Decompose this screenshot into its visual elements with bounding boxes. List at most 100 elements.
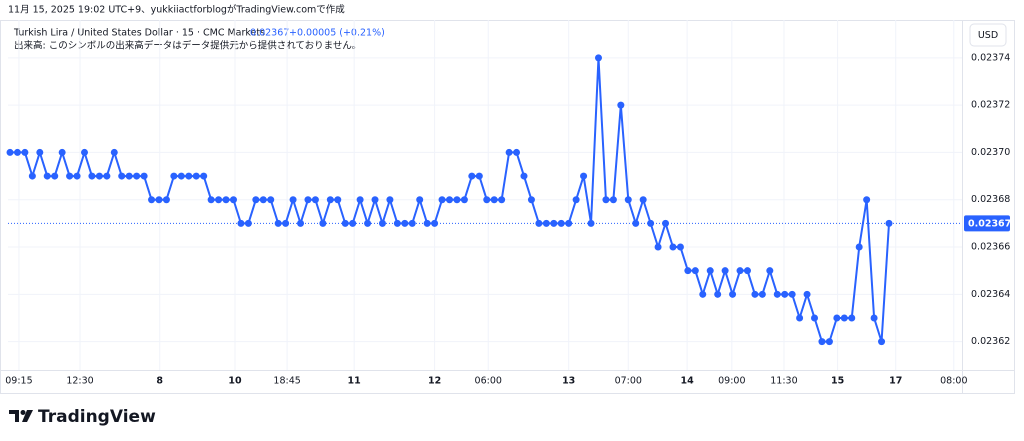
y-tick-label: 0.02374 bbox=[971, 52, 1010, 63]
currency: USD bbox=[978, 30, 998, 41]
data-point bbox=[505, 148, 513, 156]
data-point bbox=[155, 196, 163, 204]
data-point bbox=[140, 172, 148, 180]
data-point bbox=[453, 196, 461, 204]
x-tick-label: 11 bbox=[348, 376, 361, 387]
data-point bbox=[520, 172, 528, 180]
last-price-label: 0.02367 bbox=[968, 218, 1011, 229]
x-tick-label: 14 bbox=[681, 376, 695, 387]
price: 0.02367 bbox=[250, 28, 289, 39]
data-point bbox=[58, 148, 66, 156]
data-point bbox=[743, 267, 751, 275]
data-point bbox=[81, 148, 89, 156]
data-point bbox=[289, 196, 297, 204]
data-point bbox=[878, 338, 886, 346]
data-point bbox=[855, 243, 863, 251]
data-point bbox=[222, 196, 230, 204]
data-point bbox=[550, 219, 558, 227]
data-point bbox=[162, 196, 170, 204]
data-point bbox=[297, 219, 305, 227]
x-tick-label: 10 bbox=[228, 376, 242, 387]
data-point bbox=[863, 196, 871, 204]
data-point bbox=[587, 219, 595, 227]
data-point bbox=[319, 219, 327, 227]
data-point bbox=[624, 196, 632, 204]
data-point bbox=[691, 267, 699, 275]
data-point bbox=[684, 267, 692, 275]
data-point bbox=[103, 172, 111, 180]
data-point bbox=[818, 338, 826, 346]
x-tick-label: 18:45 bbox=[273, 376, 300, 387]
data-point bbox=[334, 196, 342, 204]
data-point bbox=[870, 314, 878, 322]
data-point bbox=[66, 172, 74, 180]
x-tick-label: 17 bbox=[889, 376, 902, 387]
data-point bbox=[229, 196, 237, 204]
data-point bbox=[565, 219, 573, 227]
data-point bbox=[483, 196, 491, 204]
data-point bbox=[282, 219, 290, 227]
data-point bbox=[326, 196, 334, 204]
last-price-box bbox=[964, 215, 1010, 232]
x-tick-label: 06:00 bbox=[475, 376, 502, 387]
data-point bbox=[416, 196, 424, 204]
data-point bbox=[460, 196, 468, 204]
data-point bbox=[513, 148, 521, 156]
data-point bbox=[438, 196, 446, 204]
x-tick-label: 8 bbox=[156, 376, 163, 387]
data-point bbox=[535, 219, 543, 227]
data-point bbox=[557, 219, 565, 227]
data-point bbox=[773, 290, 781, 298]
data-point bbox=[803, 290, 811, 298]
data-point bbox=[125, 172, 133, 180]
data-point bbox=[364, 219, 372, 227]
data-point bbox=[378, 219, 386, 227]
data-point bbox=[110, 148, 118, 156]
x-tick-label: 15 bbox=[831, 376, 844, 387]
chart-frame bbox=[0, 20, 1015, 394]
data-point bbox=[669, 243, 677, 251]
data-point bbox=[200, 172, 208, 180]
data-point bbox=[371, 196, 379, 204]
logo-text: TradingView bbox=[38, 407, 156, 427]
volume-note: 出来高: このシンボルの出来高データはデータ提供元から提供されておりません。 bbox=[14, 40, 361, 52]
data-point bbox=[542, 219, 550, 227]
data-point bbox=[341, 219, 349, 227]
data-point bbox=[594, 54, 602, 62]
data-point bbox=[349, 219, 357, 227]
symbol-title: Turkish Lira / United States Dollar · 15… bbox=[13, 28, 265, 39]
data-point bbox=[699, 290, 707, 298]
data-point bbox=[88, 172, 96, 180]
data-point bbox=[192, 172, 200, 180]
data-point bbox=[386, 196, 394, 204]
data-point bbox=[133, 172, 141, 180]
data-point bbox=[676, 243, 684, 251]
data-point bbox=[408, 219, 416, 227]
data-point bbox=[51, 172, 59, 180]
data-point bbox=[639, 196, 647, 204]
data-point bbox=[170, 172, 178, 180]
data-point bbox=[304, 196, 312, 204]
data-point bbox=[736, 267, 744, 275]
data-point bbox=[73, 172, 81, 180]
data-point bbox=[118, 172, 126, 180]
data-point bbox=[446, 196, 454, 204]
attribution: 11月 15, 2025 19:02 UTC+9、yukkiiactforblo… bbox=[8, 4, 345, 16]
y-tick-label: 0.02364 bbox=[971, 289, 1010, 300]
data-point bbox=[311, 196, 319, 204]
data-point bbox=[215, 196, 223, 204]
data-point bbox=[833, 314, 841, 322]
data-point bbox=[185, 172, 193, 180]
x-tick-label: 13 bbox=[562, 376, 575, 387]
data-point bbox=[848, 314, 856, 322]
data-point bbox=[781, 290, 789, 298]
x-tick-label: 12:30 bbox=[66, 376, 93, 387]
data-point bbox=[259, 196, 267, 204]
data-point bbox=[356, 196, 364, 204]
currency-button[interactable] bbox=[969, 23, 1007, 47]
y-tick-label: 0.02366 bbox=[971, 242, 1010, 253]
x-tick-label: 09:00 bbox=[718, 376, 745, 387]
data-point bbox=[706, 267, 714, 275]
data-point bbox=[721, 267, 729, 275]
data-point bbox=[811, 314, 819, 322]
